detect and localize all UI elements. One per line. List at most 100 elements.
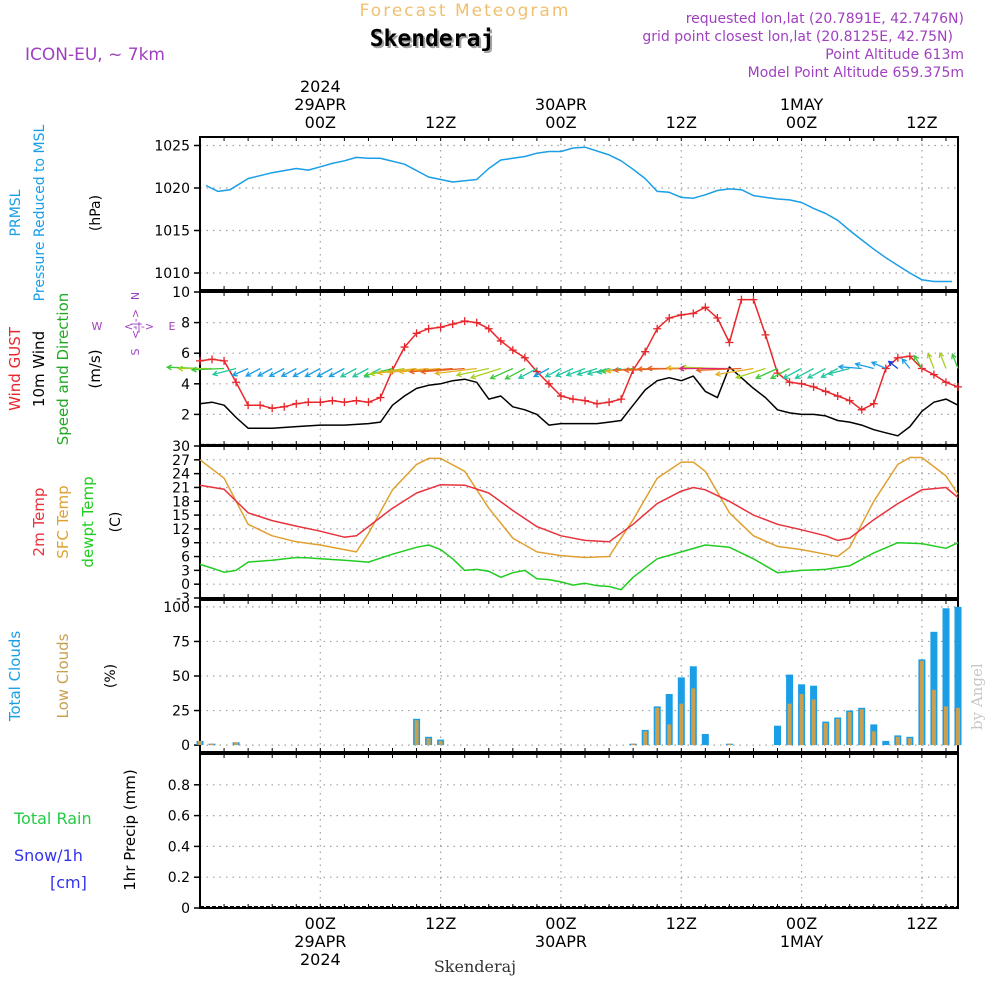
low-clouds-bar (835, 718, 840, 746)
wind-direction-arrow (316, 367, 333, 378)
compass-vertical-arrows: <-|-> (129, 309, 142, 339)
wind-ytick-label-2: 6 (181, 346, 190, 362)
wind-gust-point (544, 379, 553, 388)
low-clouds-bar (956, 707, 960, 746)
point-altitude: Point Altitude 613m (825, 47, 964, 63)
low-clouds-bar (727, 743, 732, 746)
precip-snow-label: Snow/1h (14, 846, 83, 865)
temperature-ytick-label-3: 6 (181, 550, 190, 566)
temperature-ytick-label-8: 21 (172, 480, 190, 496)
wind-gust-point (713, 314, 722, 323)
bottom-time-tick-label: 00Z (545, 914, 576, 933)
wind-direction-arrow (408, 367, 453, 375)
precip-ytick-label-0: 0 (181, 901, 190, 917)
compass-south: S (129, 348, 142, 355)
total-clouds-bar (882, 740, 890, 745)
model-label: ICON-EU, ~ 7km (25, 45, 165, 65)
top-time-tick-label: 12Z (666, 113, 697, 132)
wind-gust-point (460, 317, 469, 326)
temperature-ytick-label-0: -3 (176, 591, 190, 607)
wind-direction-arrow (419, 367, 465, 375)
wind-gust-point (725, 338, 734, 347)
wind-direction-arrow (368, 367, 405, 377)
wind-gust-point (761, 330, 770, 339)
wind-gust-point (340, 398, 349, 407)
wind-direction-arrow (901, 357, 911, 369)
wind-gust-point (484, 324, 493, 333)
bottom-time-tick-label: 29APR (294, 932, 346, 951)
low-clouds-bar (691, 688, 696, 746)
wind-gust-point (845, 396, 854, 405)
low-clouds-bar (414, 720, 419, 746)
pressure-ytick-label-1: 1015 (154, 224, 190, 240)
wind-gust-point (593, 399, 602, 408)
wind-axis-label-2: Speed and Direction (54, 293, 72, 446)
clouds-axis-label-2: (%) (103, 664, 119, 688)
wind-gust-point (581, 396, 590, 405)
clouds-ytick-label-2: 50 (172, 669, 190, 685)
grid-point-coords: grid point closest lon,lat (20.8125E, 42… (642, 29, 953, 45)
wind-gust-point (881, 364, 890, 373)
precip-ytick-label-4: 0.8 (168, 778, 190, 794)
compass-east: E (169, 320, 176, 333)
low-clouds-bar (944, 706, 948, 746)
wind-gust-point (508, 346, 517, 355)
bottom-time-tick-label: 00Z (305, 914, 336, 933)
top-time-tick-label: 2024 (300, 77, 341, 96)
wind-gust-point (749, 295, 758, 304)
temperature-axis-label-3: (C) (108, 512, 124, 533)
location-title: Skenderaj (370, 26, 495, 52)
wind-gust-point (256, 401, 265, 410)
wind-direction-arrow (769, 367, 790, 380)
pressure-axis-label-1: Pressure Reduced to MSL (32, 124, 48, 301)
bottom-time-tick-label: 00Z (786, 914, 817, 933)
wind-direction-arrow (190, 366, 225, 373)
low-clouds-bar (799, 694, 804, 746)
wind-direction-arrow (231, 367, 249, 377)
wind-gust-point (809, 382, 818, 391)
wind-direction-arrow (376, 367, 417, 376)
low-clouds-bar (931, 689, 936, 746)
wind-gust-point (857, 405, 866, 414)
wind-ytick-label-3: 8 (181, 316, 190, 332)
location-title-shadow: Skenderaj (372, 28, 497, 54)
wind-gust-point (701, 303, 710, 312)
wind-direction-arrow (734, 367, 766, 380)
low-clouds-bar (438, 740, 443, 745)
pressure-ytick-label-0: 1010 (154, 266, 190, 282)
wind-direction-arrow (837, 364, 862, 370)
top-time-tick-label: 29APR (294, 95, 346, 114)
temp-2m-series-line (199, 483, 959, 543)
wind-axis-label-0: Wind GUST (6, 326, 24, 411)
wind-direction-arrow (926, 352, 935, 369)
wind-gust-point (448, 320, 457, 329)
prmsl-series-line (205, 146, 952, 283)
clouds-ytick-label-1: 25 (172, 704, 190, 720)
low-clouds-bar (823, 723, 828, 746)
low-clouds-bar (679, 703, 684, 746)
temperature-ytick-label-6: 15 (172, 508, 190, 524)
wind-direction-arrow (339, 367, 357, 378)
wind-direction-arrow (397, 367, 441, 375)
wind-gust-point (641, 347, 650, 356)
wind-axis-label-1: 10m Wind (30, 331, 48, 407)
wind-direction-arrow (455, 367, 489, 378)
wind-direction-arrow (695, 367, 742, 374)
wind-direction-arrow (854, 361, 874, 370)
wind-ytick-label-0: 2 (181, 407, 190, 423)
sfc-temp-series-line (199, 456, 959, 559)
wind-gust-point (905, 352, 914, 361)
temperature-axis-label-1: SFC Temp (54, 485, 72, 558)
wind-direction-arrow (951, 352, 959, 369)
wind-direction-arrow (292, 367, 309, 378)
wind-gust-point (328, 396, 337, 405)
wind-gust-point (605, 398, 614, 407)
wind-speed-series-line (199, 366, 959, 437)
temperature-ytick-label-11: 30 (172, 439, 190, 455)
wind-direction-arrow (565, 367, 586, 377)
wind-direction-arrow (678, 365, 730, 372)
super-title: Forecast Meteogram (360, 1, 571, 21)
top-time-tick-label: 12Z (906, 113, 937, 132)
wind-direction-arrow (576, 367, 598, 377)
